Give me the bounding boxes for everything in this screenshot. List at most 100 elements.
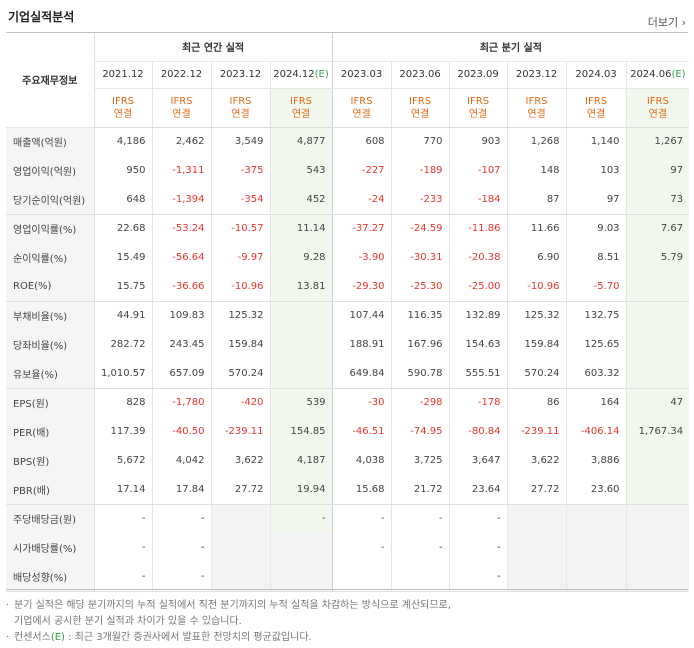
value-cell: 1,767.34 bbox=[626, 417, 690, 446]
period-header: 2023.12 bbox=[211, 61, 271, 89]
value-cell bbox=[391, 562, 450, 592]
value-cell: 4,038 bbox=[332, 446, 392, 475]
row-label: PBR(배) bbox=[6, 475, 95, 505]
row-label: 영업이익(억원) bbox=[6, 156, 95, 185]
value-cell: 282.72 bbox=[94, 330, 153, 359]
period-header: 2023.12 bbox=[507, 61, 567, 89]
table-row: ROE(%) 15.75 -36.66 -10.96 13.81 -29.30 -25.30… bbox=[6, 272, 690, 302]
value-cell: 22.68 bbox=[94, 214, 153, 243]
value-cell bbox=[332, 562, 392, 592]
value-cell: -24.59 bbox=[391, 214, 450, 243]
value-cell: -239.11 bbox=[507, 417, 567, 446]
value-cell: 3,622 bbox=[507, 446, 567, 475]
value-cell: 3,886 bbox=[566, 446, 627, 475]
value-cell: 154.85 bbox=[270, 417, 333, 446]
table-row: 배당성향(%) - - - bbox=[6, 562, 690, 592]
value-cell: -56.64 bbox=[152, 243, 212, 272]
value-cell bbox=[626, 533, 690, 562]
row-label: 부채비율(%) bbox=[6, 301, 95, 330]
more-link[interactable]: 더보기 › bbox=[648, 14, 686, 30]
value-cell: 132.89 bbox=[449, 301, 508, 330]
table-row: 영업이익(억원) 950 -1,311 -375 543 -227 -189 -107 148 1… bbox=[6, 156, 690, 185]
value-cell bbox=[270, 330, 333, 359]
value-cell: 4,042 bbox=[152, 446, 212, 475]
value-cell: -11.86 bbox=[449, 214, 508, 243]
row-label: 순이익률(%) bbox=[6, 243, 95, 272]
more-label: 더보기 bbox=[647, 16, 679, 29]
top-divider bbox=[6, 32, 688, 33]
corner-header: 주요재무정보 bbox=[6, 33, 95, 128]
value-cell: 9.28 bbox=[270, 243, 333, 272]
value-cell: -46.51 bbox=[332, 417, 392, 446]
value-cell: 17.14 bbox=[94, 475, 153, 505]
value-cell: 17.84 bbox=[152, 475, 212, 505]
table-row: 당기순이익(억원) 648 -1,394 -354 452 -24 -233 -184 87 97… bbox=[6, 185, 690, 215]
value-cell: -74.95 bbox=[391, 417, 450, 446]
period-header: 2023.06 bbox=[391, 61, 450, 89]
value-cell: - bbox=[332, 504, 392, 533]
value-cell: -20.38 bbox=[449, 243, 508, 272]
value-cell: 6.90 bbox=[507, 243, 567, 272]
value-cell: 11.66 bbox=[507, 214, 567, 243]
period-header: 2022.12 bbox=[152, 61, 212, 89]
value-cell bbox=[270, 301, 333, 330]
value-cell: 243.45 bbox=[152, 330, 212, 359]
footnotes: · 분기 실적은 해당 분기까지의 누적 실적에서 직전 분기까지의 누적 실적을… bbox=[6, 598, 451, 646]
value-cell: 9.03 bbox=[566, 214, 627, 243]
row-label: 당기순이익(억원) bbox=[6, 185, 95, 215]
value-cell: -25.00 bbox=[449, 272, 508, 302]
value-cell: -227 bbox=[332, 156, 392, 185]
value-cell: 21.72 bbox=[391, 475, 450, 505]
row-label: 당좌비율(%) bbox=[6, 330, 95, 359]
value-cell: 570.24 bbox=[211, 359, 271, 389]
value-cell: 47 bbox=[626, 388, 690, 417]
value-cell: - bbox=[391, 533, 450, 562]
value-cell: 3,725 bbox=[391, 446, 450, 475]
value-cell: -5.70 bbox=[566, 272, 627, 302]
value-cell: 117.39 bbox=[94, 417, 153, 446]
value-cell: - bbox=[332, 533, 392, 562]
value-cell: 590.78 bbox=[391, 359, 450, 389]
table-row: 당좌비율(%) 282.72 243.45 159.84 188.91 167.96 154… bbox=[6, 330, 690, 359]
value-cell: -3.90 bbox=[332, 243, 392, 272]
value-cell: 109.83 bbox=[152, 301, 212, 330]
value-cell: -233 bbox=[391, 185, 450, 215]
value-cell: 125.65 bbox=[566, 330, 627, 359]
value-cell: -298 bbox=[391, 388, 450, 417]
value-cell: 570.24 bbox=[507, 359, 567, 389]
value-cell: 15.68 bbox=[332, 475, 392, 505]
value-cell: 5,672 bbox=[94, 446, 153, 475]
financial-table: 주요재무정보 최근 연간 실적 최근 분기 실적 2021.12 2022.12 2… bbox=[6, 33, 690, 592]
value-cell: - bbox=[94, 562, 153, 592]
value-cell bbox=[626, 272, 690, 302]
ifrs-header: IFRS 연결 bbox=[391, 88, 450, 128]
value-cell: 23.60 bbox=[566, 475, 627, 505]
value-cell bbox=[270, 562, 333, 592]
value-cell: 15.49 bbox=[94, 243, 153, 272]
value-cell bbox=[270, 533, 333, 562]
value-cell: -354 bbox=[211, 185, 271, 215]
value-cell: 828 bbox=[94, 388, 153, 417]
value-cell: - bbox=[152, 533, 212, 562]
row-label: EPS(원) bbox=[6, 388, 95, 417]
row-label: 배당성향(%) bbox=[6, 562, 95, 592]
value-cell: 3,622 bbox=[211, 446, 271, 475]
estimate-mark: (E) bbox=[314, 69, 329, 80]
section-title: 기업실적분석 bbox=[8, 10, 75, 24]
ifrs-header: IFRS 연결 bbox=[332, 88, 392, 128]
table-row: 매출액(억원) 4,186 2,462 3,549 4,877 608 770 903 1,26… bbox=[6, 127, 690, 156]
value-cell bbox=[507, 533, 567, 562]
value-cell: 19.94 bbox=[270, 475, 333, 505]
value-cell bbox=[626, 504, 690, 533]
value-cell: 116.35 bbox=[391, 301, 450, 330]
table-row: 주당배당금(원) - - - - - - bbox=[6, 504, 690, 533]
value-cell bbox=[626, 446, 690, 475]
value-cell: 539 bbox=[270, 388, 333, 417]
value-cell bbox=[626, 330, 690, 359]
table-row: 부채비율(%) 44.91 109.83 125.32 107.44 116.35 132.… bbox=[6, 301, 690, 330]
value-cell bbox=[507, 562, 567, 592]
value-cell: 164 bbox=[566, 388, 627, 417]
value-cell bbox=[211, 533, 271, 562]
value-cell: -10.96 bbox=[507, 272, 567, 302]
value-cell: -24 bbox=[332, 185, 392, 215]
